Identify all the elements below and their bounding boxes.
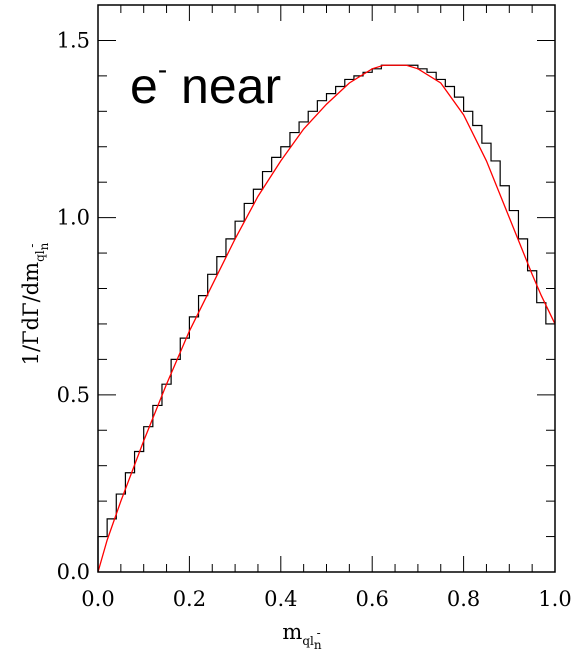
histogram-series xyxy=(97,64,555,572)
x-tick-label: 0.2 xyxy=(173,587,206,611)
x-tick-label: 0.0 xyxy=(81,587,114,611)
x-tick-label: 0.4 xyxy=(264,587,297,611)
annotation: e- near xyxy=(130,54,281,114)
fit-curve-series xyxy=(97,64,556,573)
x-axis-label: mqln- xyxy=(282,620,321,652)
series-layer xyxy=(97,64,556,573)
y-tick-labels: 0.0 0.5 1.0 1.5 xyxy=(57,28,90,584)
y-tick-label: 0.5 xyxy=(57,383,90,407)
y-tick-label: 1.5 xyxy=(57,28,90,52)
y-axis-label: 1/ΓdΓ/dmqln- xyxy=(19,242,51,365)
x-tick-label: 0.8 xyxy=(447,587,480,611)
y-tick-label: 0.0 xyxy=(57,560,90,584)
x-tick-label: 1.0 xyxy=(538,587,571,611)
x-tick-label: 0.6 xyxy=(355,587,388,611)
y-tick-label: 1.0 xyxy=(57,206,90,230)
x-tick-labels: 0.0 0.2 0.4 0.6 0.8 1.0 xyxy=(81,587,571,611)
plot-frame xyxy=(97,4,556,573)
